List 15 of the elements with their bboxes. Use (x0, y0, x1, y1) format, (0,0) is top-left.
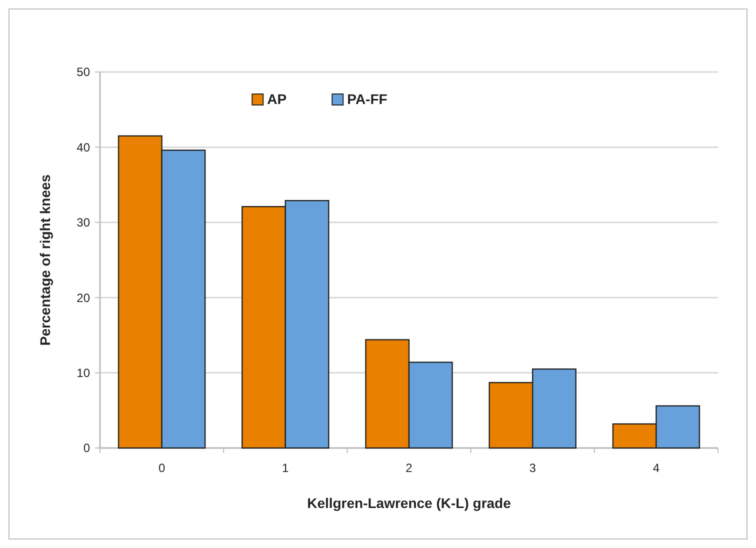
x-tick-label: 3 (529, 461, 536, 475)
legend-label: AP (267, 91, 287, 107)
y-tick-label: 10 (76, 366, 90, 380)
y-axis-title: Percentage of right knees (37, 174, 53, 346)
legend-label: PA-FF (347, 91, 388, 107)
x-axis-title: Kellgren-Lawrence (K-L) grade (307, 495, 512, 511)
y-tick-label: 20 (76, 290, 90, 305)
x-tick-label: 1 (282, 461, 290, 475)
x-tick-label: 4 (652, 461, 660, 475)
y-tick-label: 50 (76, 65, 90, 80)
y-tick-label: 30 (76, 216, 90, 230)
y-tick-label: 0 (83, 441, 90, 456)
y-tick-label: 40 (76, 140, 90, 154)
x-tick-label: 2 (406, 461, 413, 475)
x-tick-label: 0 (158, 461, 166, 475)
